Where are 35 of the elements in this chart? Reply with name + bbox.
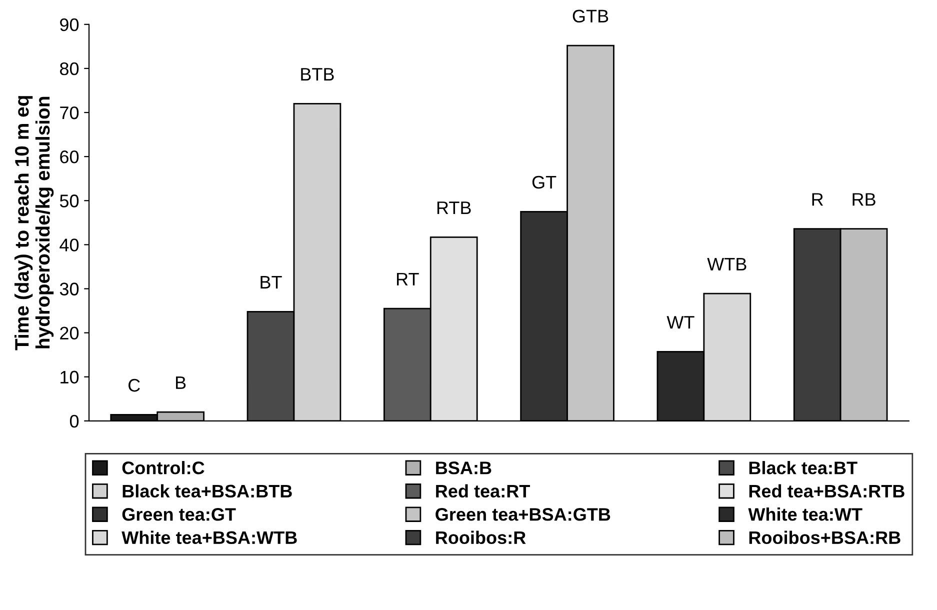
y-tick-label: 40: [60, 238, 79, 252]
data-label: RTB: [437, 202, 471, 214]
legend-label: Red tea:RT: [436, 484, 530, 498]
legend-label: White tea:WT: [748, 508, 862, 521]
data-label: BT: [260, 276, 282, 288]
legend-label: Black tea:BT: [749, 461, 858, 474]
y-tick-label: 80: [60, 62, 79, 76]
y-tick-label: 0: [70, 414, 79, 428]
data-label: R: [812, 193, 824, 206]
y-axis-title: Time (day) to reach 10 m eq hydroperoxide/kg emulsion: [14, 96, 54, 350]
legend-label: White tea+BSA:WTB: [122, 530, 297, 544]
legend-label: BSA:B: [436, 462, 492, 474]
y-tick-label: 50: [60, 194, 79, 208]
legend-label: Green tea:GT: [122, 508, 236, 521]
data-label: C: [128, 378, 140, 392]
legend-label: Green tea+BSA:GTB: [436, 508, 610, 521]
legend-label: Rooibos+BSA:RB: [749, 530, 900, 544]
data-label: WTB: [707, 258, 746, 270]
y-tick-label: 20: [60, 326, 79, 340]
legend-label: Red tea+BSA:RTB: [749, 484, 904, 498]
data-label: GT: [532, 176, 556, 189]
y-tick-label: 30: [60, 282, 79, 296]
y-tick-label: 90: [60, 18, 79, 32]
y-tick-label: 10: [60, 370, 79, 384]
data-label: GTB: [572, 10, 608, 23]
data-label: RT: [397, 272, 419, 286]
y-tick-label: 60: [60, 150, 79, 164]
legend-label: Control:C: [122, 461, 204, 474]
data-label: RB: [852, 193, 876, 206]
data-label: BTB: [301, 68, 334, 81]
data-label: WT: [666, 316, 694, 329]
legend-label: Black tea+BSA:BTB: [122, 484, 292, 498]
data-label: B: [176, 376, 186, 389]
legend-label: Rooibos:R: [436, 530, 526, 544]
y-tick-label: 70: [60, 106, 79, 120]
